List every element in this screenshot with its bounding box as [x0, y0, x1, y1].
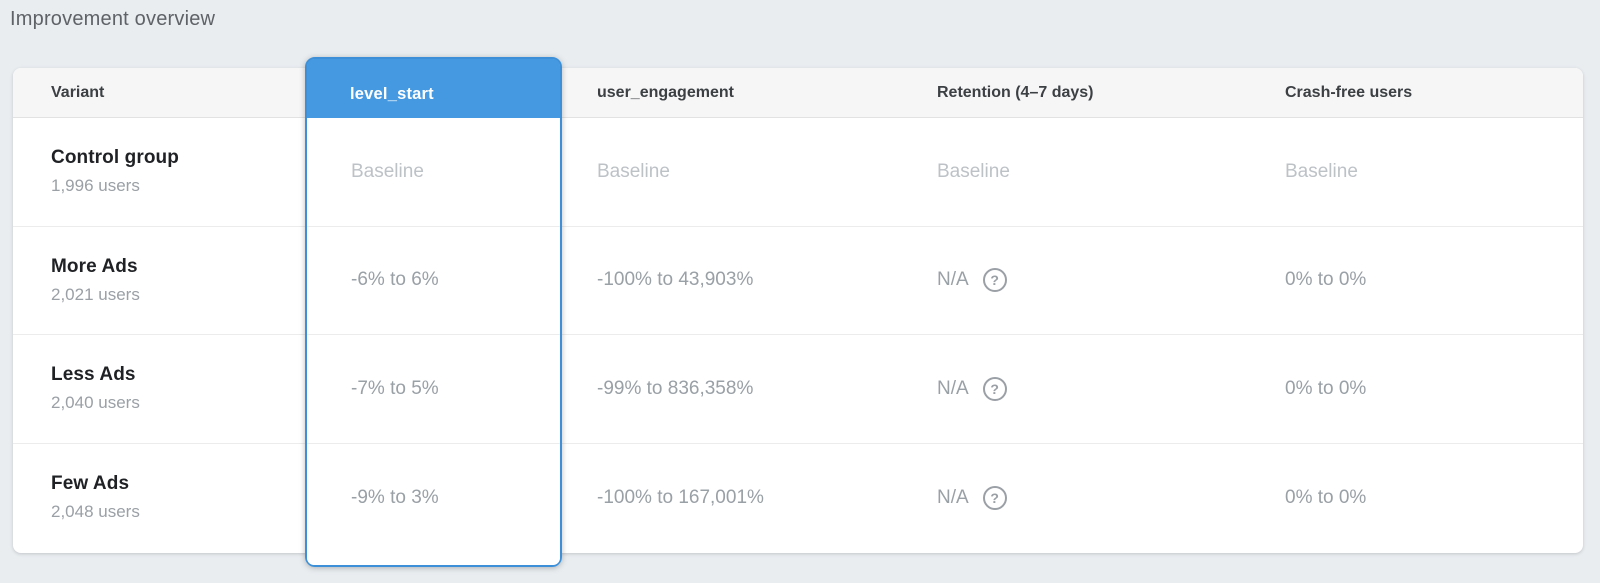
retention-value: N/A — [937, 377, 969, 399]
help-icon[interactable]: ? — [982, 376, 1007, 401]
cell-variant: Less Ads 2,040 users — [13, 335, 305, 443]
column-header-crash-free[interactable]: Crash-free users — [1285, 84, 1413, 101]
cell-level-start: -9% to 3% — [351, 486, 439, 508]
column-header-retention[interactable]: Retention (4–7 days) — [937, 84, 1094, 101]
cell-level-start: -7% to 5% — [351, 377, 439, 399]
cell-crash-free: 0% to 0% — [1285, 377, 1367, 399]
cell-user-engagement: Baseline — [597, 160, 670, 182]
table-row: Control group 1,996 users Baseline Basel… — [13, 118, 1583, 227]
selected-metric-label: level_start — [350, 85, 434, 103]
selected-metric-footer — [307, 553, 560, 565]
cell-crash-free: 0% to 0% — [1285, 486, 1367, 508]
help-icon[interactable]: ? — [982, 485, 1007, 510]
table-header-row: Variant level_start user_engagement Rete… — [13, 68, 1583, 118]
cell-retention: N/A ? — [904, 335, 1252, 443]
variant-name: More Ads — [51, 255, 138, 277]
cell-variant: Control group 1,996 users — [13, 118, 305, 226]
column-header-variant: Variant — [51, 84, 105, 101]
table-row: Less Ads 2,040 users -7% to 5% -99% to 8… — [13, 335, 1583, 444]
variant-name: Few Ads — [51, 473, 130, 495]
table-body: Control group 1,996 users Baseline Basel… — [13, 118, 1583, 552]
page-title: Improvement overview — [10, 8, 216, 30]
cell-user-engagement: -99% to 836,358% — [597, 377, 754, 399]
variant-name: Control group — [51, 147, 179, 169]
selected-metric-header[interactable]: level_start — [307, 59, 560, 118]
cell-user-engagement: -100% to 167,001% — [597, 486, 764, 508]
cell-crash-free: 0% to 0% — [1285, 269, 1367, 291]
table-row: More Ads 2,021 users -6% to 6% -100% to … — [13, 227, 1583, 335]
cell-retention: Baseline — [937, 160, 1010, 182]
cell-variant: More Ads 2,021 users — [13, 227, 305, 335]
cell-retention: N/A ? — [904, 444, 1252, 553]
retention-value: N/A — [937, 486, 969, 508]
cell-crash-free: Baseline — [1285, 160, 1358, 182]
cell-level-start: -6% to 6% — [351, 269, 439, 291]
variant-name: Less Ads — [51, 364, 136, 386]
improvement-overview-table: Variant level_start user_engagement Rete… — [13, 57, 1583, 567]
table-row: Few Ads 2,048 users -9% to 3% -100% to 1… — [13, 444, 1583, 553]
column-header-user-engagement[interactable]: user_engagement — [597, 84, 734, 101]
variant-user-count: 1,996 users — [51, 176, 140, 196]
cell-retention: N/A ? — [904, 227, 1252, 335]
cell-variant: Few Ads 2,048 users — [13, 444, 305, 553]
cell-user-engagement: -100% to 43,903% — [597, 269, 754, 291]
variant-user-count: 2,048 users — [51, 502, 140, 522]
cell-level-start: Baseline — [351, 160, 424, 182]
variant-user-count: 2,040 users — [51, 393, 140, 413]
help-icon[interactable]: ? — [982, 268, 1007, 293]
selected-metric-column-card[interactable]: level_start — [305, 57, 562, 567]
retention-value: N/A — [937, 269, 969, 291]
variant-user-count: 2,021 users — [51, 284, 140, 304]
